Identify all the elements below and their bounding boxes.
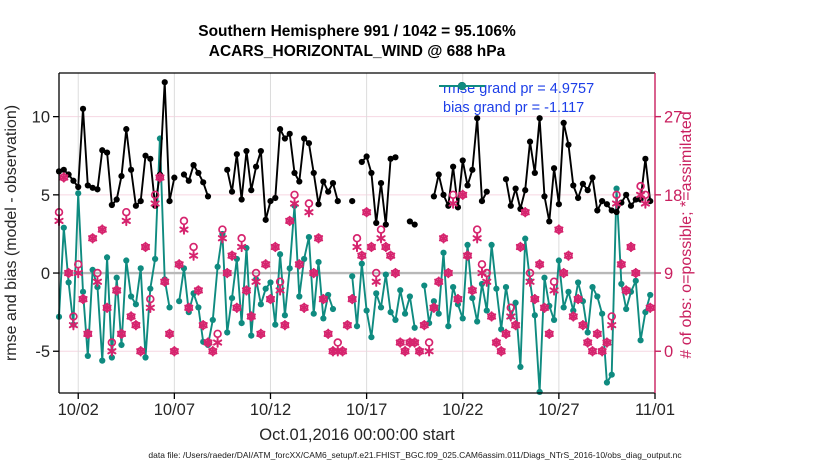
- legend-label-rmse: rmse grand pr = 4.9757: [443, 80, 595, 97]
- chart-title: Southern Hemisphere 991 / 1042 = 95.106%…: [59, 22, 655, 62]
- rmse-series: [55, 79, 654, 228]
- legend-label-bias: bias grand pr = -1.117: [443, 99, 585, 116]
- bias-legend-marker: [439, 82, 485, 90]
- y-tick-label-right: 18: [664, 187, 682, 205]
- chart-title-line2: ACARS_HORIZONTAL_WIND @ 688 hPa: [208, 43, 506, 60]
- vertical-gridlines: [77, 73, 656, 393]
- y-axis-label-right: # of obs: o=possible; *=assimilated: [678, 111, 695, 358]
- x-tick-label: 11/01: [635, 401, 675, 419]
- assimilated-obs-markers: [54, 172, 655, 357]
- chart-title-line1: Southern Hemisphere 991 / 1042 = 95.106%: [198, 23, 516, 40]
- x-axis-label: Oct.01,2016 00:00:00 start: [259, 426, 455, 444]
- x-tick-label: 10/17: [346, 401, 387, 419]
- data-file-caption: data file: /Users/raeder/DAI/ATM_forcXX/…: [148, 450, 682, 460]
- x-tick-label: 10/22: [442, 401, 483, 419]
- legend: rmse grand pr = 4.9757 bias grand pr = -…: [437, 79, 594, 117]
- y-tick-label-right: 9: [664, 265, 673, 283]
- x-tick-label: 10/12: [250, 401, 291, 419]
- bias-series: [55, 135, 654, 396]
- y-tick-label-left: -5: [35, 343, 50, 361]
- generated-plot-layers: 10/02 10/07 10/12 10/17 10/22 10/27 11/01 -5 0 5 1…: [32, 72, 683, 419]
- y-axis-label-left: rmse and bias (model - observation): [3, 105, 20, 361]
- x-tick-label: 10/07: [154, 401, 195, 419]
- x-tick-label: 10/27: [538, 401, 579, 419]
- axes-spines: [58, 72, 656, 394]
- x-tick-label: 10/02: [58, 401, 99, 419]
- y-tick-label-left: 10: [32, 109, 50, 127]
- y-tick-label-left: 0: [41, 265, 50, 283]
- tick-marks-and-labels: 10/02 10/07 10/12 10/17 10/22 10/27 11/01 -5 0 5 1…: [32, 109, 683, 419]
- y-tick-label-right: 0: [664, 343, 673, 361]
- y-tick-label-right: 27: [664, 109, 682, 127]
- legend-row-bias: bias grand pr = -1.117: [437, 82, 594, 117]
- y-tick-label-left: 5: [41, 187, 50, 205]
